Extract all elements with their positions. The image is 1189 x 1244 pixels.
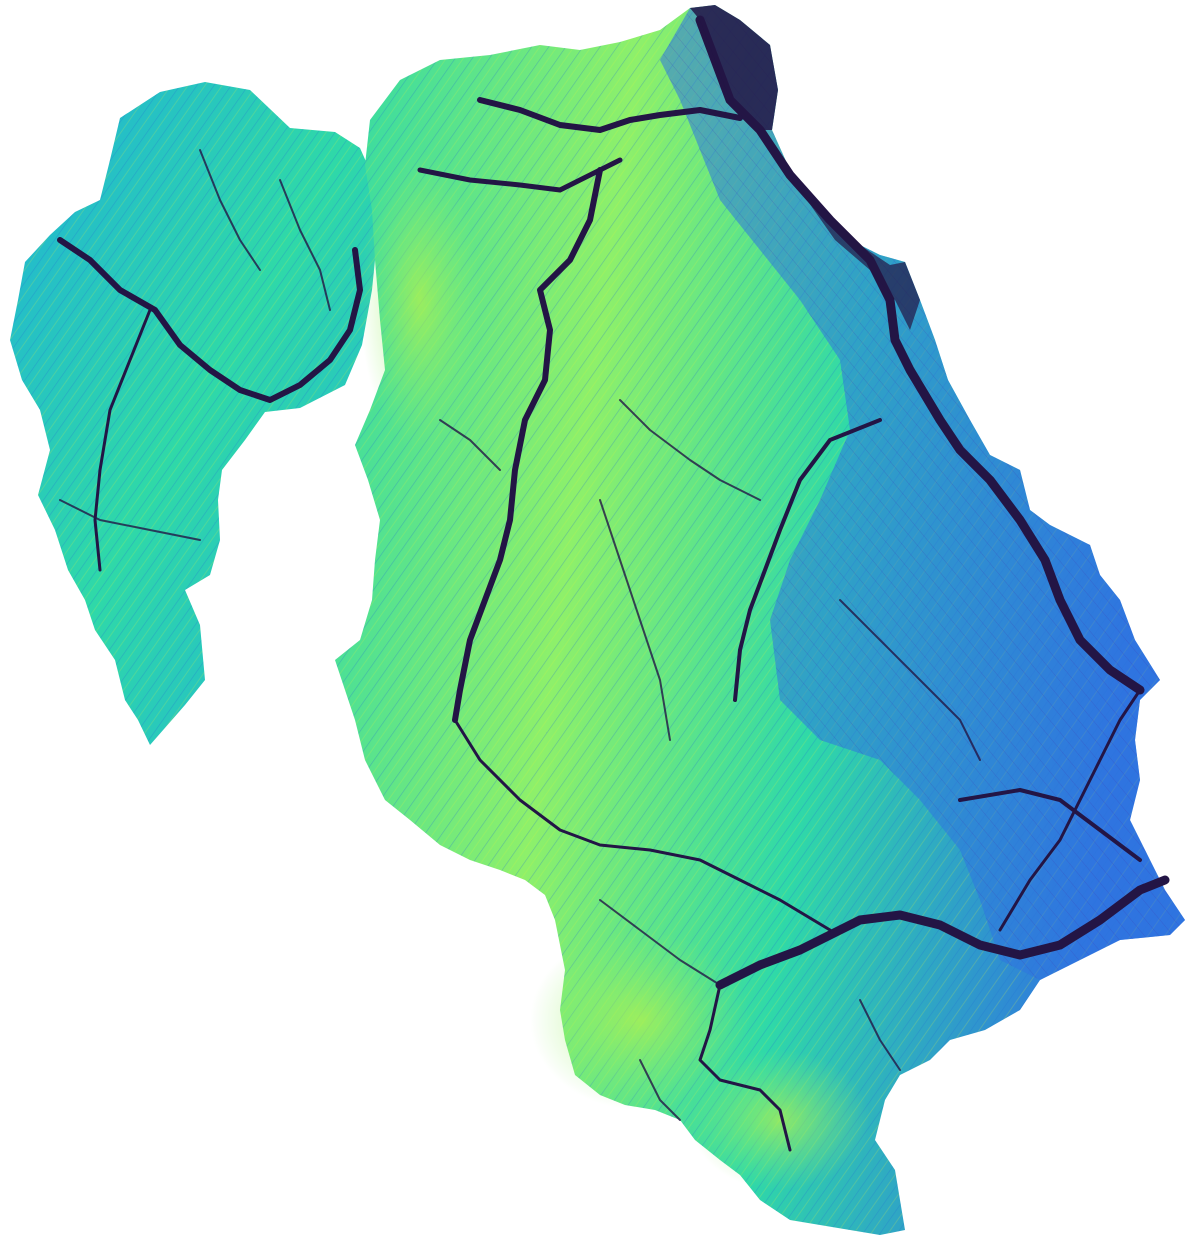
- main-region: [335, 5, 1185, 1235]
- west-region: [10, 82, 378, 745]
